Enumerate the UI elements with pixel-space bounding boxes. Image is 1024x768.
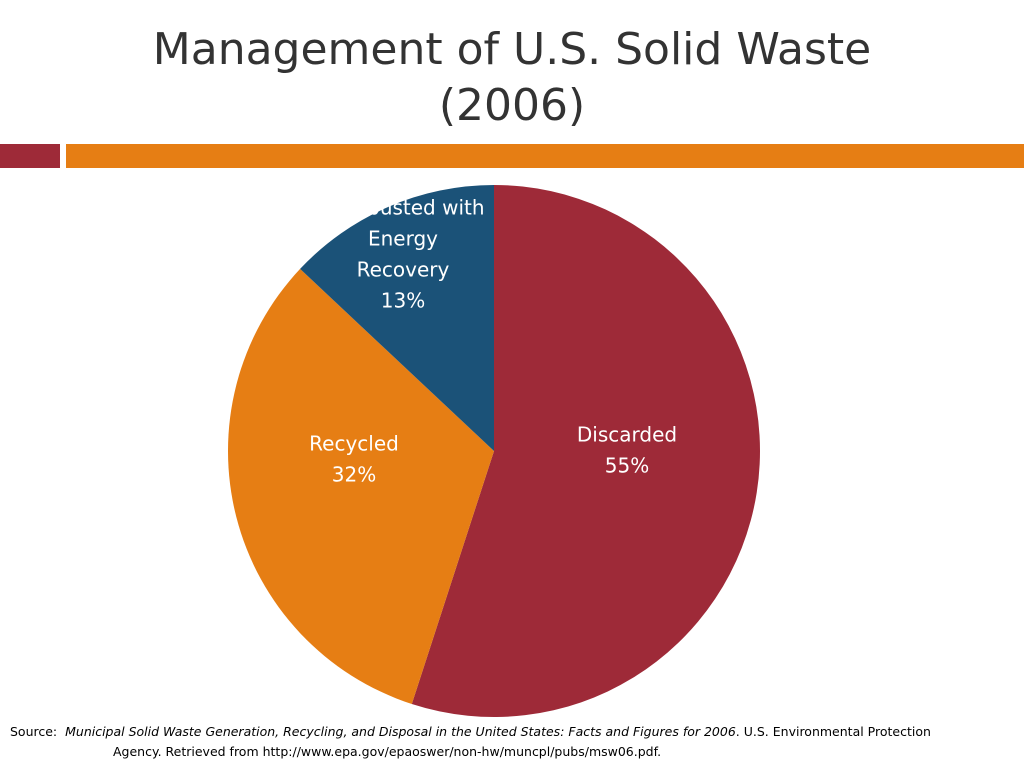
slice-label-line: Combusted with xyxy=(321,196,484,220)
source-citation: Source: Municipal Solid Waste Generation… xyxy=(10,722,1010,762)
source-title: Municipal Solid Waste Generation, Recycl… xyxy=(65,724,736,739)
slice-label-line: 32% xyxy=(332,463,376,487)
accent-bar-right xyxy=(66,144,1024,168)
source-publisher: . U.S. Environmental Protection xyxy=(735,724,931,739)
slice-label-line: 13% xyxy=(381,289,425,313)
slice-label-combusted-with-energy-recovery: Combusted with Energy Recovery 13% xyxy=(321,196,484,313)
source-retrieved: Agency. Retrieved from http://www.epa.go… xyxy=(113,744,662,759)
slice-label-line: Energy xyxy=(368,227,438,251)
slice-label-line: Discarded xyxy=(577,423,677,447)
pie-slice-recycled xyxy=(227,268,494,704)
accent-bar-left xyxy=(0,144,60,168)
slice-label-line: 55% xyxy=(605,454,649,478)
title-line-1: Management of U.S. Solid Waste xyxy=(152,24,872,75)
page-title: Management of U.S. Solid Waste (2006) xyxy=(0,22,1024,134)
slice-label-recycled: Recycled 32% xyxy=(309,432,399,487)
slice-label-discarded: Discarded 55% xyxy=(577,423,677,478)
slice-label-line: Recovery xyxy=(357,258,450,282)
slice-label-line: Recycled xyxy=(309,432,399,456)
pie-slice-discarded xyxy=(411,185,761,718)
source-prefix: Source: xyxy=(10,724,58,739)
pie-slice-combusted-with-energy-recovery xyxy=(300,185,494,451)
title-line-2: (2006) xyxy=(438,80,586,131)
